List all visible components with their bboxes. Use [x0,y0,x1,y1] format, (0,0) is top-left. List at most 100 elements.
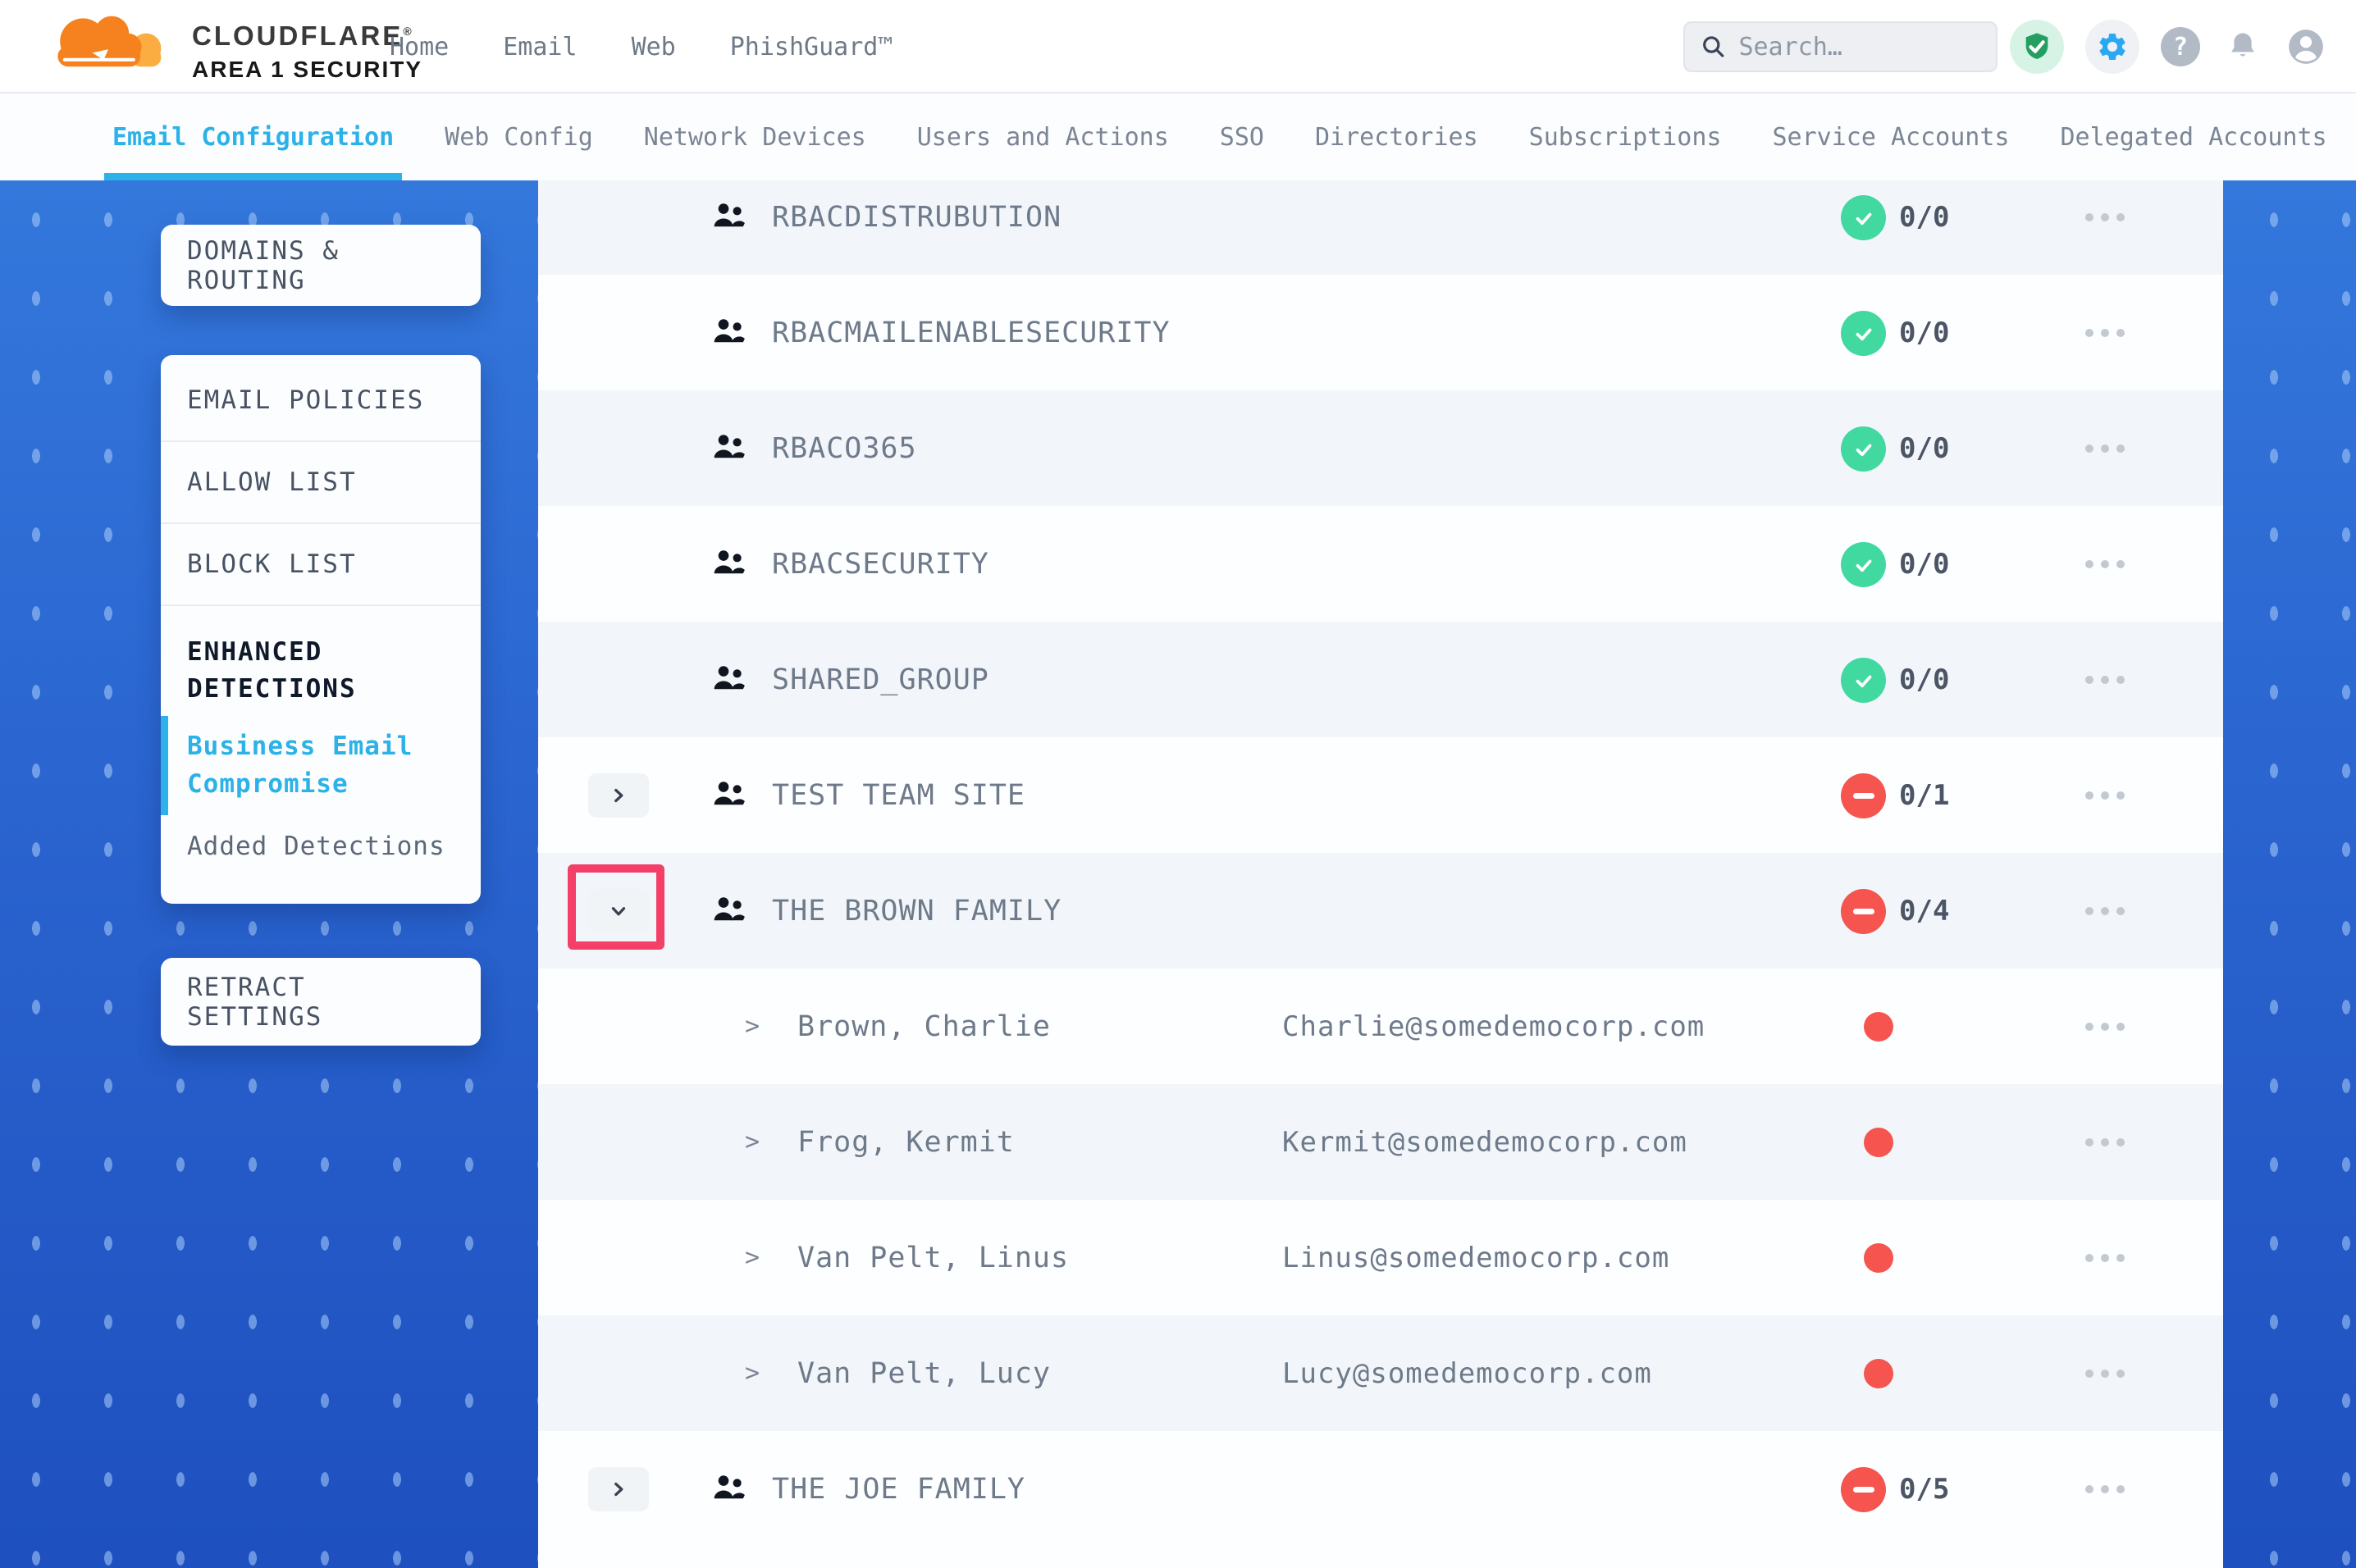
logo-title: CLOUDFLARE® [192,21,414,51]
group-users-icon [712,317,747,350]
status-dot [1864,1128,1893,1157]
member-row[interactable]: > Van Pelt, Lucy Lucy@somedemocorp.com [538,1315,2223,1431]
row-actions-menu[interactable] [2085,1315,2125,1431]
member-expand-chevron[interactable]: > [745,1243,760,1272]
cloudflare-logo[interactable]: CLOUDFLARE® AREA 1 SECURITY [39,8,422,84]
group-row[interactable]: RBACMAILENABLESECURITY 0/0 [538,275,2223,390]
cloudflare-cloud-icon [57,16,162,67]
logo-subtitle: AREA 1 SECURITY [192,57,423,82]
group-row[interactable]: RBACO365 0/0 [538,390,2223,506]
status-fail-badge [1841,1467,1886,1512]
member-count: 0/0 [1899,316,1950,349]
member-row[interactable]: > Brown, Charlie Charlie@somedemocorp.com [538,969,2223,1084]
member-count: 0/4 [1899,894,1950,928]
nav-item-email[interactable]: Email [503,32,578,62]
nav-item-phishguard[interactable]: PhishGuard™ [729,32,893,62]
member-count: 0/0 [1899,200,1950,234]
avatar-icon[interactable] [2285,26,2326,67]
primary-nav: Home Email Web PhishGuard™ [390,0,893,93]
row-actions-menu[interactable] [2085,1431,2125,1547]
row-actions-menu[interactable] [2085,275,2125,390]
group-users-icon [712,433,747,466]
sidebar-item-block-list[interactable]: BLOCK LIST [161,524,481,606]
group-users-icon [712,780,747,813]
nav-item-home[interactable]: Home [390,32,450,62]
tab-web-config[interactable]: Web Config [445,122,593,152]
sidebar-card-domains-routing: DOMAINS & ROUTING [161,225,481,306]
group-row[interactable]: SHARED_GROUP 0/0 [538,622,2223,737]
member-email: Lucy@somedemocorp.com [1282,1356,1652,1390]
expand-group-button[interactable] [588,1467,649,1511]
search-icon [1703,36,1724,57]
nav-item-web[interactable]: Web [631,32,676,62]
tab-service-accounts[interactable]: Service Accounts [1772,122,2010,152]
group-row[interactable]: THE BROWN FAMILY 0/4 [538,853,2223,969]
secondary-nav-tabs: Email Configuration Web Config Network Dev… [0,93,2356,180]
member-expand-chevron[interactable]: > [745,1012,760,1041]
group-name: RBACDISTRUBUTION [772,200,1062,234]
member-email: Linus@somedemocorp.com [1282,1241,1670,1274]
tab-subscriptions[interactable]: Subscriptions [1528,122,1722,152]
status-pass-badge [1841,542,1886,587]
member-name: Frog, Kermit [797,1125,1015,1159]
group-name: RBACO365 [772,431,917,465]
status-pass-badge [1841,195,1886,240]
status-fail-badge [1841,889,1886,934]
search-input[interactable] [1738,32,1979,62]
status-pass-badge [1841,658,1886,703]
row-actions-menu[interactable] [2085,1200,2125,1315]
member-count: 0/0 [1899,547,1950,581]
group-name: SHARED_GROUP [772,663,989,696]
top-header: CLOUDFLARE® AREA 1 SECURITY Home Email Web… [0,0,2356,93]
group-name: RBACSECURITY [772,547,989,581]
group-row[interactable]: TEST TEAM SITE 0/1 [538,737,2223,853]
sidebar-item-domains-routing[interactable]: DOMAINS & ROUTING [187,235,340,295]
sidebar-item-email-policies[interactable]: EMAIL POLICIES [161,360,481,442]
group-users-icon [712,549,747,581]
group-row[interactable]: RBACSECURITY 0/0 [538,506,2223,622]
tab-delegated-accounts[interactable]: Delegated Accounts [2060,122,2327,152]
sidebar-item-enhanced-detections: ENHANCED DETECTIONS [187,637,357,704]
row-actions-menu[interactable] [2085,390,2125,506]
expand-group-button[interactable] [588,773,649,818]
group-row[interactable]: RBACDISTRUBUTION 0/0 [538,180,2223,275]
row-actions-menu[interactable] [2085,737,2125,853]
group-users-icon [712,664,747,697]
sidebar-item-business-email-compromise[interactable]: Business Email Compromise [161,715,481,815]
row-actions-menu[interactable] [2085,622,2125,737]
member-row[interactable]: > Van Pelt, Linus Linus@somedemocorp.com [538,1200,2223,1315]
row-actions-menu[interactable] [2085,180,2125,275]
tab-users-and-actions[interactable]: Users and Actions [916,122,1169,152]
tab-email-configuration[interactable]: Email Configuration [103,93,403,180]
row-actions-menu[interactable] [2085,506,2125,622]
sidebar-item-added-detections[interactable]: Added Detections [187,831,445,861]
member-row[interactable]: > Frog, Kermit Kermit@somedemocorp.com [538,1084,2223,1200]
status-dot [1864,1243,1893,1273]
group-name: THE JOE FAMILY [772,1472,1026,1506]
bell-icon[interactable] [2221,25,2264,68]
sidebar-item-retract-settings[interactable]: RETRACT SETTINGS [187,972,323,1032]
tab-sso[interactable]: SSO [1219,122,1264,152]
shield-check-icon[interactable] [2010,20,2064,74]
member-count: 0/1 [1899,778,1950,812]
row-actions-menu[interactable] [2085,969,2125,1084]
row-actions-menu[interactable] [2085,853,2125,969]
group-row[interactable]: THE JOE FAMILY 0/5 [538,1431,2223,1547]
member-count: 0/0 [1899,663,1950,696]
header-icon-cluster: ? [2010,0,2326,93]
search-box[interactable] [1683,21,1998,72]
group-name: TEST TEAM SITE [772,778,1026,812]
member-name: Van Pelt, Lucy [797,1356,1052,1390]
tab-directories[interactable]: Directories [1314,122,1478,152]
collapse-group-button[interactable] [588,889,649,933]
member-expand-chevron[interactable]: > [745,1359,760,1388]
member-name: Van Pelt, Linus [797,1241,1070,1274]
chevron-down-icon [611,907,626,916]
member-expand-chevron[interactable]: > [745,1128,760,1156]
sidebar-item-allow-list[interactable]: ALLOW LIST [161,442,481,524]
row-actions-menu[interactable] [2085,1084,2125,1200]
help-icon[interactable]: ? [2161,27,2200,66]
tab-network-devices[interactable]: Network Devices [643,122,866,152]
gear-icon[interactable] [2085,20,2139,74]
status-dot [1864,1012,1893,1042]
